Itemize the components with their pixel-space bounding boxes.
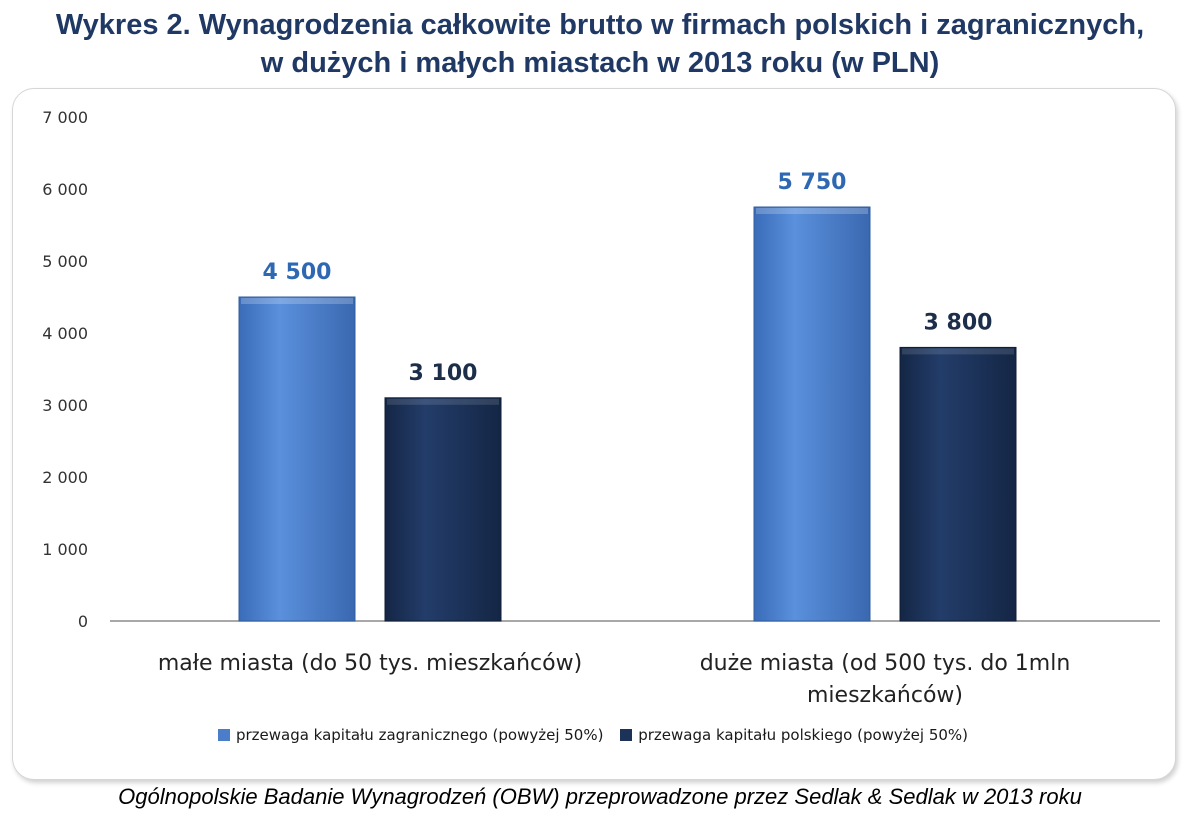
y-tick-label: 6 000 (42, 180, 88, 199)
y-tick-label: 3 000 (42, 396, 88, 415)
y-tick-label: 1 000 (42, 540, 88, 559)
label-layer: 4 500 5 750 3 100 3 800 małe miasta (do 50 t… (158, 170, 1070, 708)
bar-highlight (241, 298, 353, 304)
legend-swatch-polish (620, 729, 633, 741)
y-tick-label: 4 000 (42, 324, 88, 343)
category-label: mieszkańców) (807, 683, 963, 708)
y-tick-label: 5 000 (42, 252, 88, 271)
bar-highlight (387, 398, 499, 405)
legend: przewaga kapitału zagranicznego (powyżej… (12, 726, 1174, 744)
title-line-2: w dużych i małych miastach w 2013 roku (… (260, 47, 940, 79)
title-line-1: Wykres 2. Wynagrodzenia całkowite brutto… (55, 9, 1145, 41)
data-label-polish: 3 800 (924, 310, 993, 335)
category-label: duże miasta (od 500 tys. do 1mln (700, 651, 1071, 676)
data-label-foreign: 4 500 (263, 260, 332, 285)
y-tick-label: 0 (78, 612, 88, 631)
bar-highlight (902, 348, 1014, 355)
legend-swatch-foreign (217, 729, 230, 741)
legend-label-polish: przewaga kapitału polskiego (powyżej 50%… (638, 726, 969, 744)
y-tick-label: 2 000 (42, 468, 88, 487)
legend-entry-foreign: przewaga kapitału zagranicznego (powyżej… (217, 726, 604, 744)
y-tick-label: 7 000 (42, 108, 88, 127)
bar-foreign-large-cities (753, 206, 871, 622)
bar-polish-large-cities (899, 346, 1017, 622)
legend-entry-polish: przewaga kapitału polskiego (powyżej 50%… (620, 726, 968, 744)
bar-foreign-small-cities (238, 296, 356, 622)
bar-polish-small-cities (384, 397, 502, 622)
bar-highlight (756, 208, 868, 214)
bar-layer (238, 206, 1017, 622)
data-label-foreign: 5 750 (778, 170, 847, 195)
chart-title: Wykres 2. Wynagrodzenia całkowite brutto… (0, 6, 1200, 82)
data-label-polish: 3 100 (409, 361, 478, 386)
source-note: Ogólnopolskie Badanie Wynagrodzeń (OBW) … (118, 784, 1082, 809)
category-label: małe miasta (do 50 tys. mieszkańców) (158, 651, 582, 676)
legend-label-foreign: przewaga kapitału zagranicznego (powyżej… (235, 726, 604, 744)
